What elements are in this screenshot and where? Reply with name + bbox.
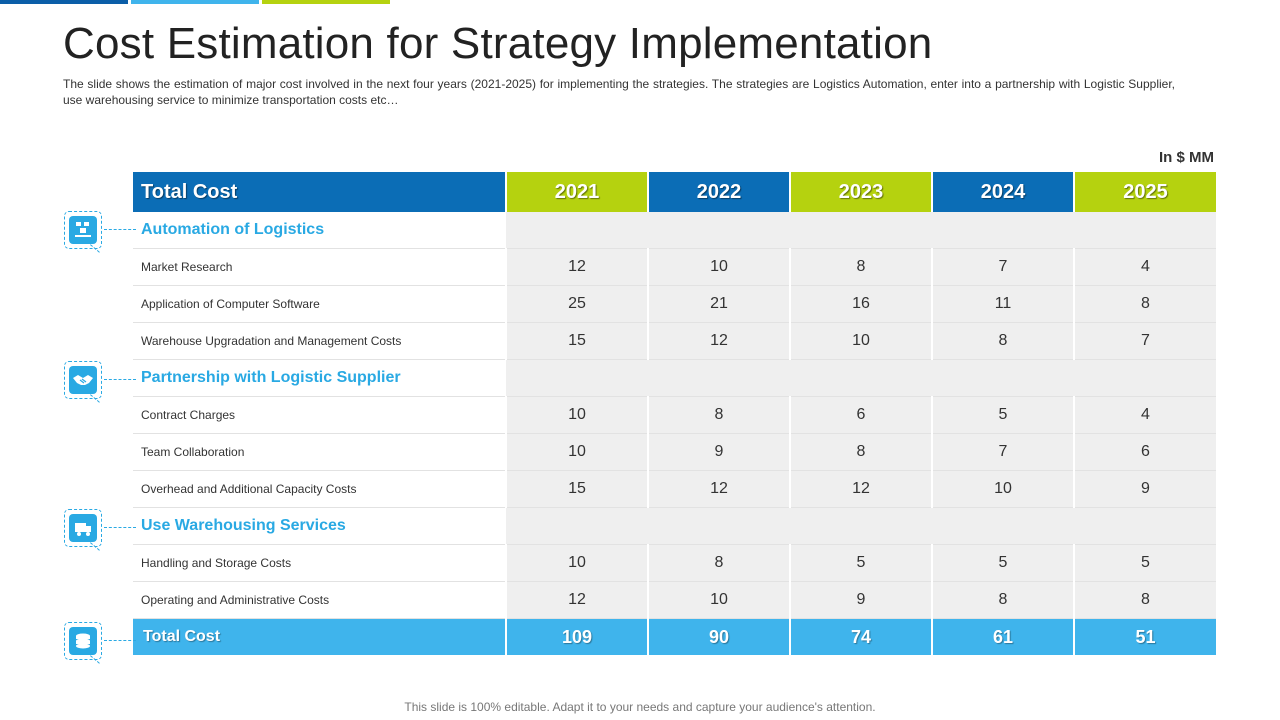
cell-value: 8 xyxy=(931,581,1074,619)
total-value: 109 xyxy=(505,618,648,655)
unit-label: In $ MM xyxy=(1159,149,1214,166)
cell-value: 5 xyxy=(1073,544,1216,582)
cell-value: 9 xyxy=(647,433,790,471)
table-row: Operating and Administrative Costs 12 10… xyxy=(133,581,1216,619)
cell-value: 7 xyxy=(931,248,1074,286)
row-label: Market Research xyxy=(133,248,506,286)
section-label: Automation of Logistics xyxy=(133,212,506,249)
section-label: Use Warehousing Services xyxy=(133,507,506,545)
table-row: Team Collaboration 10 9 8 7 6 xyxy=(133,433,1216,471)
cell-value: 10 xyxy=(505,544,648,582)
cell-value: 6 xyxy=(1073,433,1216,471)
row-label: Application of Computer Software xyxy=(133,285,506,323)
handshake-icon xyxy=(64,361,136,404)
cell-value: 8 xyxy=(647,396,790,434)
warehouse-icon xyxy=(64,509,136,552)
total-value: 74 xyxy=(789,618,932,655)
cell-value: 10 xyxy=(647,581,790,619)
accent-bar-dark xyxy=(0,0,128,4)
table-row: Market Research 12 10 8 7 4 xyxy=(133,248,1216,286)
row-label: Handling and Storage Costs xyxy=(133,544,506,582)
cell-value: 10 xyxy=(789,322,932,360)
total-row: Total Cost 109 90 74 61 51 xyxy=(133,618,1216,655)
header-total-cost: Total Cost xyxy=(133,172,507,212)
cell-value: 8 xyxy=(789,248,932,286)
row-label: Overhead and Additional Capacity Costs xyxy=(133,470,506,508)
total-value: 90 xyxy=(647,618,790,655)
cost-table: Total Cost 2021 2022 2023 2024 2025 Auto… xyxy=(133,172,1216,655)
cell-value: 8 xyxy=(931,322,1074,360)
row-label: Warehouse Upgradation and Management Cos… xyxy=(133,322,506,360)
accent-bar-green xyxy=(262,0,390,4)
header-year: 2023 xyxy=(790,172,933,212)
section-row: Use Warehousing Services xyxy=(133,507,1216,545)
total-value: 51 xyxy=(1073,618,1216,655)
cell-value: 7 xyxy=(1073,322,1216,360)
cell-value: 8 xyxy=(647,544,790,582)
table-row: Overhead and Additional Capacity Costs 1… xyxy=(133,470,1216,508)
cell-value: 4 xyxy=(1073,396,1216,434)
cell-value: 11 xyxy=(931,285,1074,323)
cell-value: 15 xyxy=(505,322,648,360)
page-title: Cost Estimation for Strategy Implementat… xyxy=(63,19,933,68)
cell-value: 6 xyxy=(789,396,932,434)
header-year: 2022 xyxy=(648,172,791,212)
header-year: 2021 xyxy=(506,172,649,212)
cell-value: 12 xyxy=(789,470,932,508)
cell-value: 25 xyxy=(505,285,648,323)
table-row: Warehouse Upgradation and Management Cos… xyxy=(133,322,1216,360)
total-label: Total Cost xyxy=(133,618,506,655)
page-subtitle: The slide shows the estimation of major … xyxy=(63,77,1175,107)
logistics-icon xyxy=(64,211,136,254)
table-header-row: Total Cost 2021 2022 2023 2024 2025 xyxy=(133,172,1216,212)
cell-value: 10 xyxy=(931,470,1074,508)
header-year: 2025 xyxy=(1074,172,1216,212)
cell-value: 5 xyxy=(931,544,1074,582)
cell-value: 9 xyxy=(789,581,932,619)
section-row: Automation of Logistics xyxy=(133,212,1216,249)
cell-value: 9 xyxy=(1073,470,1216,508)
cell-value: 10 xyxy=(647,248,790,286)
cell-value: 8 xyxy=(789,433,932,471)
cell-value: 7 xyxy=(931,433,1074,471)
accent-bar-light xyxy=(131,0,259,4)
cell-value: 5 xyxy=(789,544,932,582)
header-year: 2024 xyxy=(932,172,1075,212)
footer-note: This slide is 100% editable. Adapt it to… xyxy=(404,700,876,714)
coins-icon xyxy=(64,622,136,665)
section-row: Partnership with Logistic Supplier xyxy=(133,359,1216,397)
row-label: Contract Charges xyxy=(133,396,506,434)
cell-value: 8 xyxy=(1073,285,1216,323)
cell-value: 8 xyxy=(1073,581,1216,619)
table-row: Handling and Storage Costs 10 8 5 5 5 xyxy=(133,544,1216,582)
cell-value: 12 xyxy=(505,581,648,619)
total-value: 61 xyxy=(931,618,1074,655)
cell-value: 12 xyxy=(505,248,648,286)
cell-value: 10 xyxy=(505,433,648,471)
cell-value: 12 xyxy=(647,322,790,360)
row-label: Team Collaboration xyxy=(133,433,506,471)
row-label: Operating and Administrative Costs xyxy=(133,581,506,619)
cell-value: 16 xyxy=(789,285,932,323)
cell-value: 10 xyxy=(505,396,648,434)
cell-value: 21 xyxy=(647,285,790,323)
section-label: Partnership with Logistic Supplier xyxy=(133,359,506,397)
cell-value: 12 xyxy=(647,470,790,508)
cell-value: 5 xyxy=(931,396,1074,434)
table-row: Application of Computer Software 25 21 1… xyxy=(133,285,1216,323)
table-row: Contract Charges 10 8 6 5 4 xyxy=(133,396,1216,434)
cell-value: 4 xyxy=(1073,248,1216,286)
cell-value: 15 xyxy=(505,470,648,508)
